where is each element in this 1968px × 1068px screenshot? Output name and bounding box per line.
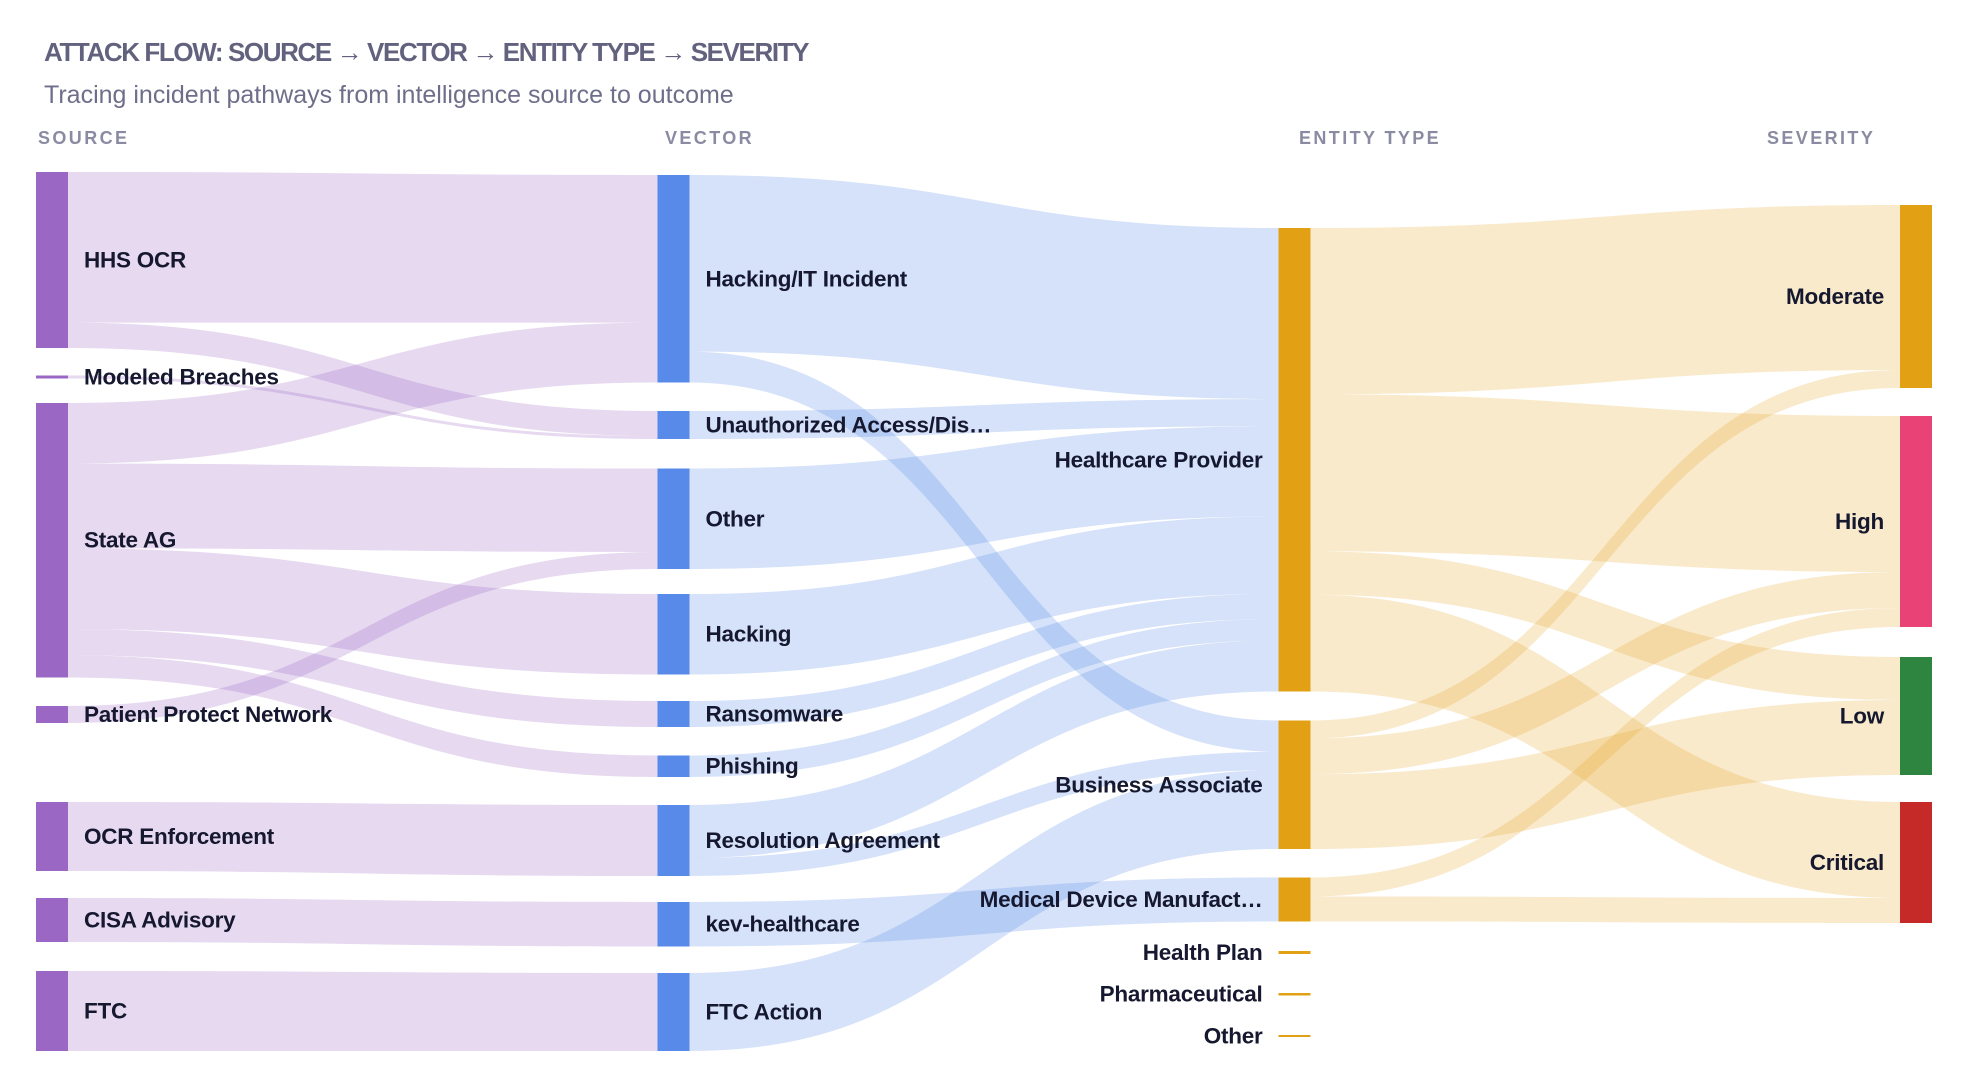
svg-text:Unauthorized Access/Dis…: Unauthorized Access/Dis… — [706, 413, 992, 438]
svg-text:Health Plan: Health Plan — [1143, 940, 1263, 965]
svg-text:State AG: State AG — [84, 528, 176, 553]
svg-text:Critical: Critical — [1810, 850, 1884, 875]
svg-text:FTC: FTC — [84, 999, 127, 1024]
svg-text:FTC Action: FTC Action — [706, 1000, 823, 1025]
svg-text:Healthcare Provider: Healthcare Provider — [1055, 447, 1263, 472]
svg-text:Pharmaceutical: Pharmaceutical — [1100, 982, 1263, 1007]
svg-text:Modeled Breaches: Modeled Breaches — [84, 365, 279, 390]
svg-text:Resolution Agreement: Resolution Agreement — [706, 828, 941, 853]
svg-text:kev-healthcare: kev-healthcare — [706, 912, 860, 937]
svg-text:Business Associate: Business Associate — [1055, 772, 1262, 797]
svg-text:Moderate: Moderate — [1786, 284, 1884, 309]
svg-text:High: High — [1835, 509, 1884, 534]
svg-text:Other: Other — [1204, 1024, 1263, 1049]
svg-text:Patient Protect Network: Patient Protect Network — [84, 702, 333, 727]
svg-text:Medical Device Manufact…: Medical Device Manufact… — [980, 887, 1263, 912]
svg-text:Low: Low — [1840, 704, 1885, 729]
svg-text:CISA Advisory: CISA Advisory — [84, 908, 236, 933]
svg-text:Hacking: Hacking — [706, 622, 792, 647]
svg-text:Other: Other — [706, 506, 765, 531]
svg-text:OCR Enforcement: OCR Enforcement — [84, 824, 275, 849]
svg-text:HHS OCR: HHS OCR — [84, 248, 186, 273]
svg-text:Hacking/IT Incident: Hacking/IT Incident — [706, 266, 908, 291]
svg-text:Phishing: Phishing — [706, 754, 799, 779]
svg-text:Ransomware: Ransomware — [706, 702, 844, 727]
